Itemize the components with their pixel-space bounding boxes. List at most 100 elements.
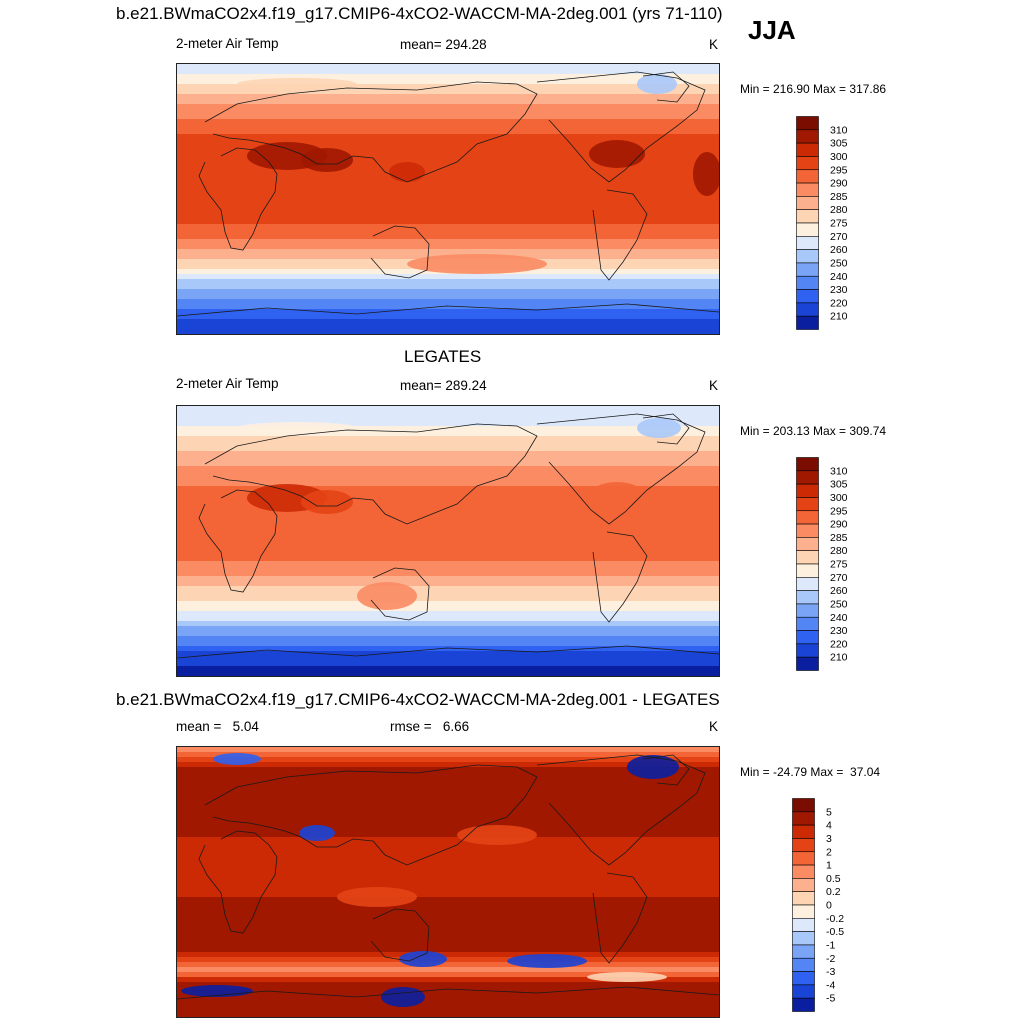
coastline xyxy=(536,754,706,866)
regional-anomaly xyxy=(507,954,587,968)
colorbar-swatch xyxy=(796,577,819,591)
panel2-colorbar: 310 305 300 295 290 285 280 275 270 260 250 240 230 2… xyxy=(796,457,866,672)
latitude-band xyxy=(177,289,719,295)
latitude-band xyxy=(177,249,719,255)
regional-anomaly xyxy=(407,254,547,274)
colorbar-tick-label: 260 xyxy=(830,244,848,256)
colorbar-tick-label: 1 xyxy=(826,860,832,872)
latitude-band xyxy=(177,797,719,803)
latitude-band xyxy=(177,847,719,853)
latitude-band xyxy=(177,641,719,647)
latitude-band xyxy=(177,154,719,160)
regional-anomaly xyxy=(389,162,425,182)
latitude-band xyxy=(177,927,719,933)
latitude-band xyxy=(177,466,719,472)
colorbar-swatch xyxy=(796,616,819,631)
regional-anomaly xyxy=(357,582,417,610)
regional-anomaly xyxy=(299,825,335,841)
latitude-band xyxy=(177,279,719,285)
latitude-band xyxy=(177,481,719,487)
latitude-band xyxy=(177,119,719,125)
latitude-band xyxy=(177,184,719,190)
colorbar-swatch xyxy=(792,997,815,1012)
latitude-band xyxy=(177,324,719,330)
latitude-band xyxy=(177,516,719,522)
latitude-band xyxy=(177,621,719,627)
latitude-band xyxy=(177,752,719,758)
colorbar-swatch xyxy=(796,236,819,250)
latitude-band xyxy=(177,476,719,482)
latitude-band xyxy=(177,611,719,617)
colorbar-tick-label: 295 xyxy=(830,505,848,517)
latitude-band xyxy=(177,214,719,220)
colorbar-swatch xyxy=(796,523,819,538)
latitude-band xyxy=(177,274,719,280)
latitude-band xyxy=(177,526,719,532)
latitude-band xyxy=(177,421,719,427)
coastline xyxy=(642,754,690,786)
colorbar-tick-label: 240 xyxy=(830,612,848,624)
panel2-map xyxy=(176,405,720,677)
colorbar-swatch xyxy=(796,289,819,304)
latitude-band xyxy=(177,204,719,210)
colorbar-swatch xyxy=(796,656,819,671)
latitude-band xyxy=(177,636,719,642)
latitude-band xyxy=(177,877,719,883)
regional-anomaly xyxy=(637,418,681,438)
latitude-band xyxy=(177,139,719,145)
latitude-band xyxy=(177,897,719,903)
latitude-band xyxy=(177,521,719,527)
colorbar-tick-label: -0.5 xyxy=(826,926,844,938)
coastline xyxy=(204,764,538,866)
coastline xyxy=(642,71,690,103)
colorbar-tick-label: 210 xyxy=(830,652,848,664)
latitude-band xyxy=(177,997,719,1003)
colorbar-swatch xyxy=(796,497,819,512)
latitude-band xyxy=(177,94,719,100)
colorbar-swatch xyxy=(792,891,815,906)
colorbar-tick-label: 220 xyxy=(830,638,848,650)
coastline xyxy=(536,413,706,525)
latitude-band xyxy=(177,486,719,492)
coastline xyxy=(177,645,719,659)
panel3-units: K xyxy=(709,719,719,734)
latitude-band xyxy=(177,506,719,512)
latitude-band xyxy=(177,772,719,778)
latitude-band xyxy=(177,411,719,417)
latitude-band xyxy=(177,541,719,547)
colorbar-tick-label: 275 xyxy=(830,559,848,571)
regional-anomaly xyxy=(301,490,353,514)
latitude-band xyxy=(177,932,719,938)
latitude-band xyxy=(177,416,719,422)
latitude-band xyxy=(177,451,719,457)
latitude-band xyxy=(177,972,719,978)
colorbar-tick-label: 2 xyxy=(826,846,832,858)
latitude-band xyxy=(177,174,719,180)
colorbar-tick-label: 270 xyxy=(830,572,848,584)
regional-anomaly xyxy=(587,972,667,982)
latitude-band xyxy=(177,309,719,315)
colorbar-swatch xyxy=(796,129,819,144)
coastline xyxy=(204,423,538,525)
latitude-band xyxy=(177,471,719,477)
latitude-band xyxy=(177,79,719,85)
colorbar-tick-label: 285 xyxy=(830,191,848,203)
latitude-band xyxy=(177,872,719,878)
colorbar-tick-label: 0.5 xyxy=(826,873,841,885)
latitude-band xyxy=(177,129,719,135)
colorbar-swatch xyxy=(796,262,819,277)
latitude-band xyxy=(177,601,719,607)
latitude-band xyxy=(177,511,719,517)
latitude-band xyxy=(177,987,719,993)
coastline xyxy=(370,567,430,621)
regional-anomaly xyxy=(301,148,353,172)
latitude-band xyxy=(177,957,719,963)
regional-anomaly xyxy=(237,78,357,90)
colorbar-tick-label: 240 xyxy=(830,271,848,283)
latitude-band xyxy=(177,234,719,240)
colorbar-tick-label: 295 xyxy=(830,164,848,176)
latitude-band xyxy=(177,209,719,215)
coastline xyxy=(592,531,648,623)
latitude-band xyxy=(177,596,719,602)
latitude-band xyxy=(177,802,719,808)
